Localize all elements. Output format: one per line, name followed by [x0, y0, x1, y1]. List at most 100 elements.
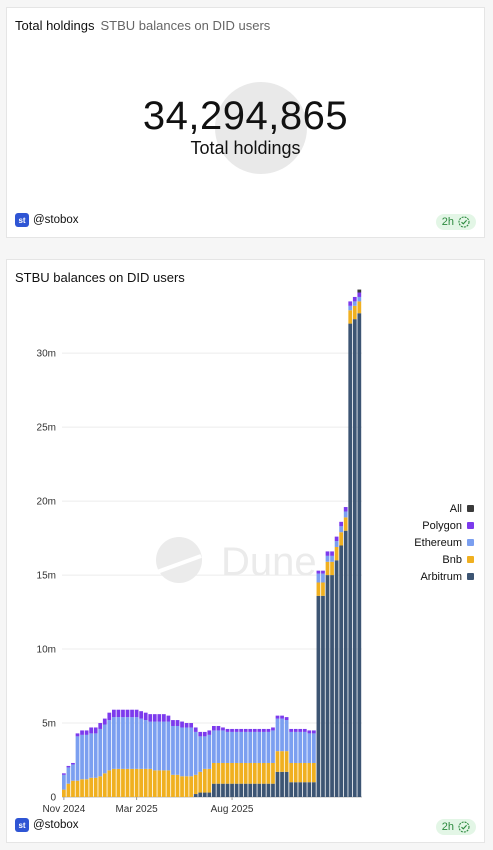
bar-segment-ethereum	[284, 720, 289, 752]
bar-segment-bnb	[284, 751, 289, 772]
legend-item-arbitrum[interactable]: Arbitrum	[414, 568, 474, 585]
bar-segment-ethereum	[325, 555, 330, 562]
check-circle-icon	[458, 216, 470, 228]
bar-segment-polygon	[266, 728, 271, 732]
bar-segment-arbitrum	[334, 560, 339, 797]
bar-segment-bnb	[116, 768, 121, 797]
bar-segment-polygon	[348, 301, 353, 306]
bar-segment-ethereum	[271, 730, 275, 763]
bar-segment-arbitrum	[302, 782, 307, 797]
bar-segment-bnb	[316, 582, 321, 596]
stobox-logo-icon: st	[15, 818, 29, 832]
bar-segment-bnb	[89, 777, 94, 797]
y-tick-label: 15m	[37, 571, 56, 582]
bar-segment-ethereum	[89, 733, 94, 778]
x-axis-ticks: Nov 2024 Mar 2025 Aug 2025	[42, 797, 254, 815]
bar-segment-arbitrum	[216, 783, 221, 797]
bar-segment-polygon	[121, 709, 125, 718]
bar-segment-bnb	[125, 768, 130, 797]
bar-segment-ethereum	[321, 573, 325, 583]
check-circle-icon	[458, 821, 470, 833]
bar-segment-bnb	[62, 789, 66, 797]
bar-segment-polygon	[148, 714, 153, 722]
bar-segment-all	[357, 289, 362, 293]
bar-segment-bnb	[134, 768, 139, 797]
bar-segment-ethereum	[221, 730, 225, 763]
bar-segment-bnb	[302, 762, 307, 783]
bar-segment-ethereum	[330, 555, 334, 562]
bar-segment-ethereum	[216, 730, 221, 763]
bar-segment-ethereum	[175, 725, 180, 775]
bar-segment-polygon	[71, 762, 75, 765]
bar-segment-arbitrum	[343, 530, 348, 797]
bar-segment-bnb	[166, 770, 171, 797]
bar-segment-bnb	[171, 774, 175, 797]
bar-segment-bnb	[98, 776, 103, 797]
bar-segment-bnb	[280, 751, 284, 772]
bar-segment-ethereum	[71, 764, 75, 781]
bar-segment-bnb	[325, 561, 330, 576]
total-holdings-value: 34,294,865	[142, 94, 349, 138]
bar-segment-bnb	[71, 780, 75, 797]
bar-segment-ethereum	[80, 734, 84, 780]
bar-segment-bnb	[330, 561, 334, 576]
bar-segment-bnb	[266, 762, 271, 784]
legend-item-ethereum[interactable]: Ethereum	[414, 534, 474, 551]
bar-segment-bnb	[216, 762, 221, 784]
bar-segment-arbitrum	[312, 782, 316, 797]
bar-segment-ethereum	[143, 720, 148, 769]
bar-segment-ethereum	[125, 717, 130, 769]
counter-title: Total holdings	[15, 18, 95, 33]
bar-segment-ethereum	[212, 730, 216, 763]
bar-segment-arbitrum	[339, 545, 344, 797]
bar-segment-bnb	[175, 774, 180, 797]
bar-segment-ethereum	[139, 718, 144, 769]
author-name[interactable]: @stobox	[33, 819, 79, 831]
legend-item-polygon[interactable]: Polygon	[414, 517, 474, 534]
bar-segment-arbitrum	[198, 792, 203, 797]
bar-segment-ethereum	[316, 573, 321, 583]
bar-segment-ethereum	[312, 733, 316, 763]
author-link[interactable]: st @stobox	[15, 213, 79, 227]
bar-segment-arbitrum	[325, 575, 330, 797]
dune-watermark: Dune	[156, 537, 317, 584]
author-link[interactable]: st @stobox	[15, 818, 79, 832]
bar-segment-polygon	[230, 728, 234, 732]
bar-segment-polygon	[243, 728, 248, 732]
bar-segment-arbitrum	[234, 783, 239, 797]
legend-item-all[interactable]: All	[414, 500, 474, 517]
bar-segment-ethereum	[84, 734, 89, 780]
legend-swatch	[467, 556, 474, 563]
bar-segment-polygon	[162, 714, 166, 722]
bar-segment-ethereum	[207, 734, 212, 769]
y-tick-label: 25m	[37, 423, 56, 434]
bar-segment-ethereum	[343, 511, 348, 518]
bar-segment-ethereum	[148, 721, 153, 769]
bar-segment-polygon	[239, 728, 244, 732]
bar-segment-bnb	[198, 771, 203, 793]
bar-segment-bnb	[334, 546, 339, 561]
bar-segment-ethereum	[166, 721, 171, 771]
counter-subtitle[interactable]: STBU balances on DID users	[100, 18, 271, 33]
refresh-age-badge[interactable]: 2h	[435, 819, 476, 835]
bar-segment-polygon	[312, 730, 316, 734]
refresh-age-badge[interactable]: 2h	[435, 214, 476, 230]
bar-segment-ethereum	[248, 731, 253, 763]
author-name[interactable]: @stobox	[33, 214, 79, 226]
bar-segment-polygon	[280, 715, 284, 719]
bar-segment-bnb	[357, 301, 362, 314]
bar-segment-bnb	[112, 768, 116, 797]
bar-segment-bnb	[239, 762, 244, 784]
bar-segment-bnb	[293, 762, 298, 783]
bar-segment-bnb	[162, 770, 166, 797]
bar-segment-polygon	[202, 731, 207, 737]
bar-segment-polygon	[339, 521, 344, 527]
y-tick-label: 30m	[37, 349, 56, 360]
bar-segment-polygon	[321, 570, 325, 574]
bar-segment-polygon	[271, 727, 275, 731]
bar-segment-polygon	[93, 727, 98, 734]
bar-segment-bnb	[352, 305, 357, 320]
legend-item-bnb[interactable]: Bnb	[414, 551, 474, 568]
chart-title[interactable]: STBU balances on DID users	[15, 270, 185, 285]
bar-segment-polygon	[89, 727, 94, 734]
